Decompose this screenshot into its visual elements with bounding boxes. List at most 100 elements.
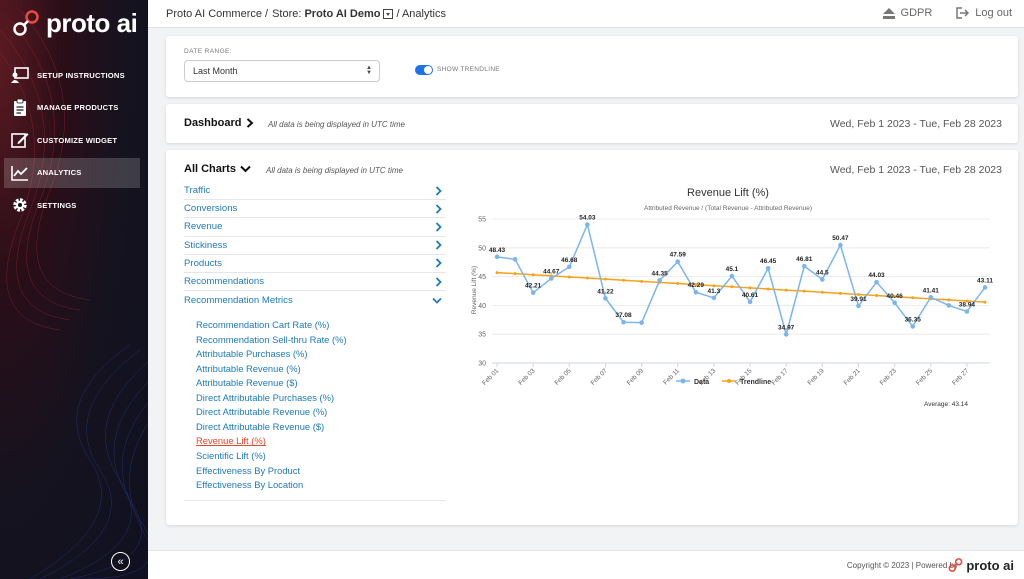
menu-item-products[interactable]: Products	[184, 255, 446, 273]
trendline-point[interactable]	[965, 299, 969, 303]
all-charts-toggle[interactable]: All Charts	[184, 163, 251, 175]
menu-item-recommendation-metrics[interactable]: Recommendation Metrics	[184, 291, 446, 309]
submenu-item-effectiveness-by-product[interactable]: Effectiveness By Product	[196, 464, 301, 476]
trendline-point[interactable]	[712, 284, 716, 288]
trendline-point[interactable]	[983, 300, 987, 304]
logout-link[interactable]: Log out	[956, 7, 1012, 19]
trendline-point[interactable]	[585, 276, 589, 280]
trendline-point[interactable]	[911, 296, 915, 300]
menu-item-label: Conversions	[184, 203, 238, 215]
data-point[interactable]	[838, 242, 843, 248]
trendline-point[interactable]	[856, 292, 860, 296]
data-point[interactable]	[765, 265, 771, 271]
store-dropdown-icon[interactable]	[383, 9, 394, 19]
chevron-right-icon	[247, 118, 254, 128]
data-point[interactable]	[874, 279, 879, 285]
trendline-point[interactable]	[838, 291, 842, 295]
data-point[interactable]	[729, 273, 735, 279]
trendline-point[interactable]	[820, 290, 824, 294]
y-tick-label: 30	[478, 361, 486, 368]
y-tick-label: 55	[478, 217, 486, 224]
data-point[interactable]	[856, 303, 861, 309]
trendline-point[interactable]	[622, 278, 626, 282]
data-point[interactable]	[566, 264, 572, 270]
sidebar-item-setup-instructions[interactable]: SETUP INSTRUCTIONS	[0, 60, 148, 90]
data-point[interactable]	[783, 332, 789, 337]
data-point[interactable]	[657, 278, 662, 283]
dashboard-toggle[interactable]: Dashboard	[184, 117, 255, 129]
data-point[interactable]	[801, 263, 807, 269]
data-point[interactable]	[928, 294, 934, 300]
data-point[interactable]	[530, 290, 536, 295]
trendline-toggle[interactable]	[415, 65, 433, 75]
brand-logo[interactable]: proto ai	[12, 6, 142, 40]
submenu-item-direct-attributable-purchases-pct[interactable]: Direct Attributable Purchases (%)	[196, 391, 335, 403]
trendline-point[interactable]	[513, 272, 517, 276]
trendline-point[interactable]	[567, 275, 571, 279]
data-point[interactable]	[964, 309, 970, 314]
trendline-point[interactable]	[676, 282, 680, 286]
trendline-point[interactable]	[730, 285, 734, 289]
trendline-point[interactable]	[893, 295, 897, 299]
sidebar-item-settings[interactable]: SETTINGS	[0, 190, 148, 220]
breadcrumb: Proto AI Commerce / Store: Proto AI Demo…	[166, 8, 446, 20]
data-point[interactable]	[982, 285, 988, 290]
submenu-item-attributable-revenue-pct[interactable]: Attributable Revenue (%)	[196, 362, 301, 374]
trendline-point[interactable]	[947, 298, 951, 302]
data-point[interactable]	[747, 299, 753, 305]
submenu-item-direct-attributable-revenue-usd[interactable]: Direct Attributable Revenue ($)	[196, 420, 325, 432]
data-point[interactable]	[910, 324, 916, 329]
sidebar-item-manage-products[interactable]: MANAGE PRODUCTS	[0, 93, 148, 123]
footer-brand-logo[interactable]: proto ai	[948, 557, 1014, 573]
data-point[interactable]	[711, 295, 717, 301]
chevron-right-icon	[435, 204, 442, 214]
submenu-item-recommendation-sell-thru-rate[interactable]: Recommendation Sell-thru Rate (%)	[196, 333, 347, 345]
menu-item-recommendations[interactable]: Recommendations	[184, 273, 446, 292]
data-point[interactable]	[946, 303, 952, 308]
trendline-point[interactable]	[603, 277, 607, 281]
data-point[interactable]	[892, 300, 897, 306]
data-point[interactable]	[603, 296, 608, 301]
trendline-point[interactable]	[495, 271, 499, 275]
trendline-point[interactable]	[766, 287, 770, 291]
trendline-point[interactable]	[802, 289, 806, 293]
data-point[interactable]	[548, 276, 554, 281]
trendline-point[interactable]	[531, 273, 535, 277]
x-tick-label: Feb 21	[843, 367, 863, 387]
menu-item-revenue[interactable]: Revenue	[184, 218, 446, 237]
data-label: 43.11	[977, 277, 993, 284]
menu-item-stickiness[interactable]: Stickiness	[184, 237, 446, 255]
legend-item-data[interactable]: Data	[676, 378, 709, 387]
trendline-point[interactable]	[784, 288, 788, 292]
submenu-item-recommendation-cart-rate[interactable]: Recommendation Cart Rate (%)	[196, 319, 330, 331]
sidebar-item-customize-widget[interactable]: CUSTOMIZE WIDGET	[0, 125, 148, 155]
submenu-item-attributable-purchases-pct[interactable]: Attributable Purchases (%)	[196, 348, 308, 360]
data-point[interactable]	[820, 277, 825, 282]
menu-item-traffic[interactable]: Traffic	[184, 182, 446, 201]
submenu-item-attributable-revenue-usd[interactable]: Attributable Revenue ($)	[196, 377, 298, 389]
submenu-item-scientific-lift[interactable]: Scientific Lift (%)	[196, 450, 266, 461]
legend-item-trendline[interactable]: Trendline	[722, 379, 771, 386]
data-point[interactable]	[675, 259, 681, 264]
sidebar-item-analytics[interactable]: ANALYTICS	[4, 157, 140, 188]
breadcrumb-company[interactable]: Proto AI Commerce /	[166, 8, 269, 20]
submenu-item-effectiveness-by-location[interactable]: Effectiveness By Location	[196, 479, 304, 491]
breadcrumb-store[interactable]: Proto AI Demo	[304, 8, 381, 20]
gdpr-link[interactable]: GDPR	[882, 7, 932, 19]
data-point[interactable]	[693, 289, 699, 295]
submenu-item-revenue-lift[interactable]: Revenue Lift (%)	[196, 435, 266, 447]
data-point[interactable]	[494, 254, 500, 260]
data-point[interactable]	[512, 257, 518, 262]
menu-item-label: Products	[184, 257, 222, 269]
trendline-point[interactable]	[875, 294, 879, 298]
trendline-point[interactable]	[748, 286, 752, 290]
menu-item-conversions[interactable]: Conversions	[184, 200, 446, 219]
trendline-point[interactable]	[694, 283, 698, 287]
data-point[interactable]	[585, 222, 590, 227]
collapse-sidebar-button[interactable]: «	[111, 552, 130, 571]
data-point[interactable]	[621, 319, 626, 325]
trendline-point[interactable]	[640, 279, 644, 283]
data-point[interactable]	[639, 320, 644, 325]
date-range-select[interactable]: Last Month ▲ ▼	[184, 60, 380, 82]
submenu-item-direct-attributable-revenue-pct[interactable]: Direct Attributable Revenue (%)	[196, 406, 328, 418]
